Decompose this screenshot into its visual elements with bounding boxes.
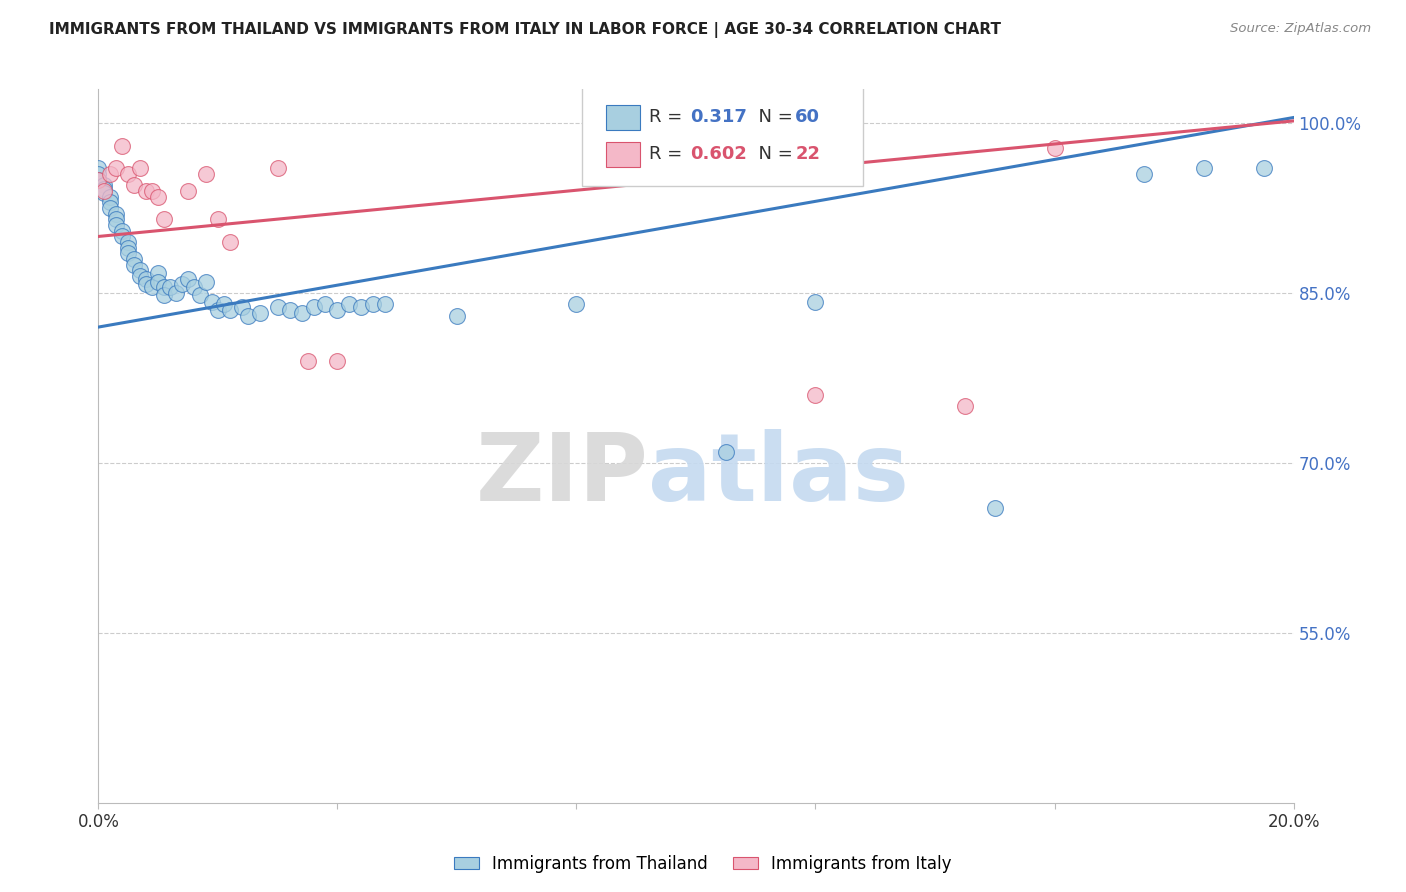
- Point: [148, 190, 170, 204]
- Point: [804, 295, 827, 310]
- Text: 0.602: 0.602: [690, 145, 747, 163]
- Bar: [606, 105, 640, 130]
- Point: [177, 184, 200, 198]
- Point: [153, 212, 176, 227]
- Point: [93, 186, 115, 201]
- Point: [135, 184, 157, 198]
- Point: [177, 272, 200, 286]
- Point: [207, 212, 229, 227]
- Point: [148, 275, 170, 289]
- Point: [111, 224, 134, 238]
- Point: [141, 280, 163, 294]
- Point: [141, 184, 163, 198]
- Point: [135, 272, 157, 286]
- Point: [129, 161, 152, 176]
- Point: [267, 161, 290, 176]
- Point: [219, 235, 242, 249]
- Point: [98, 190, 122, 204]
- Point: [105, 207, 128, 221]
- Text: R =: R =: [650, 108, 689, 126]
- Point: [231, 300, 253, 314]
- Point: [105, 218, 128, 232]
- Point: [350, 300, 373, 314]
- Point: [172, 277, 194, 291]
- Point: [105, 212, 128, 227]
- Point: [87, 173, 110, 187]
- Point: [195, 167, 218, 181]
- Point: [111, 229, 134, 244]
- Point: [129, 269, 152, 284]
- Point: [93, 184, 115, 198]
- Point: [153, 288, 176, 302]
- Point: [207, 303, 229, 318]
- Point: [339, 297, 361, 311]
- Text: 60: 60: [796, 108, 820, 126]
- FancyBboxPatch shape: [582, 87, 863, 186]
- Point: [984, 501, 1007, 516]
- Legend: Immigrants from Thailand, Immigrants from Italy: Immigrants from Thailand, Immigrants fro…: [447, 848, 959, 880]
- Point: [714, 444, 737, 458]
- Point: [1253, 161, 1275, 176]
- Point: [1192, 161, 1215, 176]
- Point: [278, 303, 301, 318]
- Point: [87, 161, 110, 176]
- Point: [135, 277, 157, 291]
- Point: [374, 297, 396, 311]
- Text: IMMIGRANTS FROM THAILAND VS IMMIGRANTS FROM ITALY IN LABOR FORCE | AGE 30-34 COR: IMMIGRANTS FROM THAILAND VS IMMIGRANTS F…: [49, 22, 1001, 38]
- Point: [87, 167, 110, 181]
- Point: [565, 297, 588, 311]
- Point: [195, 275, 218, 289]
- Point: [87, 173, 110, 187]
- Point: [315, 297, 337, 311]
- Point: [267, 300, 290, 314]
- Point: [148, 266, 170, 280]
- Point: [165, 286, 187, 301]
- Point: [117, 167, 139, 181]
- Point: [291, 306, 314, 320]
- Point: [326, 303, 349, 318]
- Point: [117, 246, 139, 260]
- Point: [117, 241, 139, 255]
- Point: [1133, 167, 1156, 181]
- Point: [124, 252, 146, 266]
- Point: [117, 235, 139, 249]
- Point: [804, 388, 827, 402]
- Point: [297, 354, 319, 368]
- Text: ZIP: ZIP: [475, 428, 648, 521]
- Point: [93, 178, 115, 193]
- Point: [212, 297, 235, 311]
- Text: 22: 22: [796, 145, 820, 163]
- Point: [124, 178, 146, 193]
- Point: [105, 161, 128, 176]
- Point: [111, 138, 134, 153]
- Text: R =: R =: [650, 145, 689, 163]
- Point: [236, 309, 259, 323]
- Point: [1043, 141, 1066, 155]
- Text: N =: N =: [748, 145, 799, 163]
- Point: [153, 280, 176, 294]
- Point: [93, 182, 115, 196]
- Text: atlas: atlas: [648, 428, 910, 521]
- Point: [159, 280, 181, 294]
- Point: [201, 295, 224, 310]
- Point: [188, 288, 211, 302]
- Text: Source: ZipAtlas.com: Source: ZipAtlas.com: [1230, 22, 1371, 36]
- Point: [124, 258, 146, 272]
- Point: [98, 167, 122, 181]
- Point: [446, 309, 468, 323]
- Point: [183, 280, 205, 294]
- Text: 0.317: 0.317: [690, 108, 747, 126]
- Point: [98, 195, 122, 210]
- Text: N =: N =: [748, 108, 799, 126]
- Point: [129, 263, 152, 277]
- Point: [219, 303, 242, 318]
- Point: [98, 201, 122, 215]
- Point: [302, 300, 325, 314]
- Bar: [606, 142, 640, 167]
- Point: [249, 306, 271, 320]
- Point: [953, 400, 976, 414]
- Point: [363, 297, 385, 311]
- Point: [326, 354, 349, 368]
